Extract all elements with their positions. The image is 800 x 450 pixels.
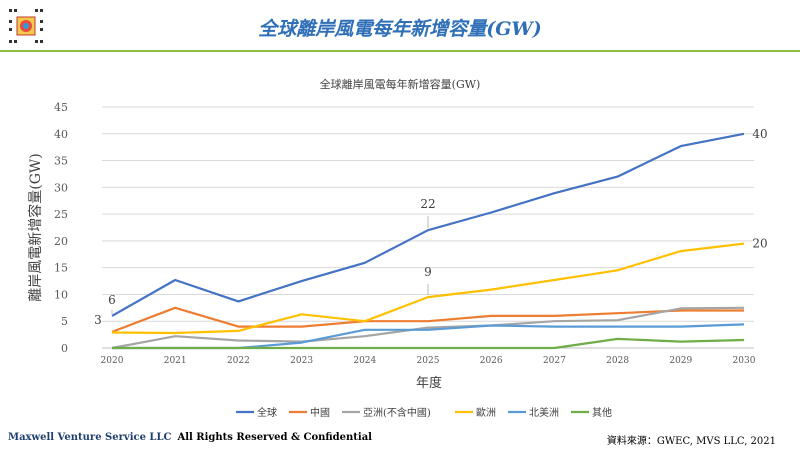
x-tick-label: 2030 [733, 356, 756, 366]
series-line-歐洲 [111, 242, 745, 335]
data-label: 9 [424, 265, 432, 279]
x-axis-label: 年度 [416, 375, 442, 391]
legend-label: 北美洲 [529, 406, 559, 419]
legend-item-全球: 全球 [236, 406, 277, 419]
data-label: 3 [94, 313, 102, 327]
legend-item-北美洲: 北美洲 [508, 406, 559, 419]
data-label: 6 [108, 293, 116, 307]
x-axis-ticks: 2020 2021 2022 2023 2024 2025 2026 2027 2028 2029… [101, 356, 756, 366]
x-tick-label: 2024 [353, 356, 376, 366]
y-tick-label: 15 [54, 262, 68, 275]
footer-company-name: Maxwell Venture Service LLC [8, 432, 172, 443]
title-divider [0, 50, 800, 52]
y-axis-label: 離岸風電新增容量(GW) [27, 153, 44, 302]
y-tick-label: 45 [54, 101, 68, 114]
chart-title: 全球離岸風電每年新增容量(GW) [320, 77, 481, 91]
x-tick-label: 2028 [606, 356, 629, 366]
footer-source: 資料來源：GWEC, MVS LLC, 2021 [606, 436, 776, 447]
y-tick-label: 20 [54, 235, 68, 248]
x-tick-label: 2026 [480, 356, 503, 366]
slide-title: 全球離岸風電每年新增容量(GW) [258, 18, 542, 40]
y-tick-label: 25 [54, 208, 68, 221]
series-line-其他 [112, 337, 745, 350]
data-label: 22 [420, 197, 435, 211]
series-line-中國 [111, 306, 744, 333]
footer-company: Maxwell Venture Service LLC All Rights Re… [8, 432, 372, 443]
legend-item-中國: 中國 [289, 406, 330, 419]
legend-label: 中國 [310, 406, 330, 419]
x-tick-label: 2023 [290, 356, 313, 366]
data-label: 40 [752, 127, 767, 141]
x-tick-label: 2022 [227, 356, 250, 366]
y-tick-label: 35 [54, 155, 68, 168]
data-labels: 6 22 40 3 9 20 [94, 127, 767, 327]
legend-item-亞洲(不含中國): 亞洲(不含中國) [342, 406, 431, 419]
footer-rights: All Rights Reserved & Confidential [177, 432, 372, 443]
x-tick-label: 2027 [543, 356, 566, 366]
legend-label: 亞洲(不含中國) [363, 406, 431, 419]
legend-label: 歐洲 [476, 406, 496, 419]
legend-label: 全球 [257, 406, 277, 419]
x-tick-label: 2029 [669, 356, 692, 366]
y-tick-label: 40 [54, 128, 68, 141]
series-lines [111, 132, 745, 350]
x-tick-label: 2025 [417, 356, 440, 366]
series-line-亞洲(不含中國) [111, 306, 745, 350]
y-tick-label: 10 [54, 288, 68, 301]
y-axis-ticks: 0 5 10 15 20 25 30 35 40 45 [54, 101, 68, 355]
legend-item-歐洲: 歐洲 [455, 406, 496, 419]
data-label: 20 [752, 237, 767, 251]
y-tick-label: 5 [61, 315, 68, 328]
x-tick-label: 2020 [101, 356, 124, 366]
legend: 全球 中國 亞洲(不含中國) 歐洲 北美洲 其他 [236, 406, 612, 419]
company-logo [6, 6, 46, 46]
legend-item-其他: 其他 [571, 406, 612, 419]
series-line-全球 [111, 132, 745, 317]
x-tick-label: 2021 [164, 356, 187, 366]
legend-label: 其他 [592, 406, 612, 419]
y-tick-label: 30 [54, 181, 68, 194]
y-tick-label: 0 [61, 342, 68, 355]
